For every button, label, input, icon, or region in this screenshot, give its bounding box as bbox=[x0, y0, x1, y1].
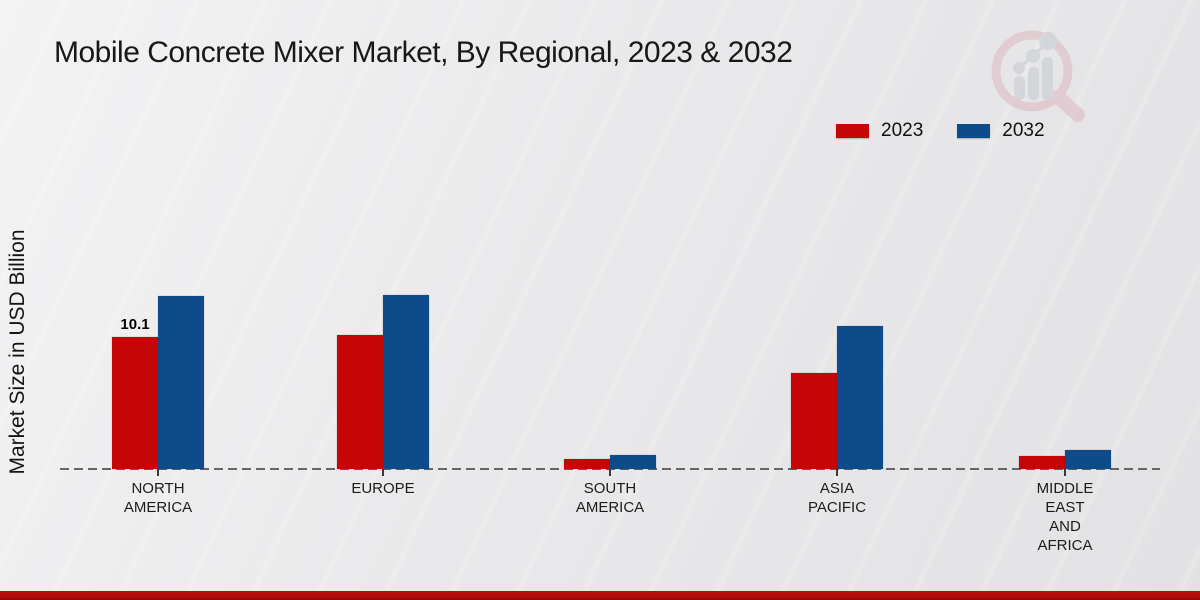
x-axis-tick bbox=[836, 469, 838, 476]
x-axis-tick bbox=[382, 469, 384, 476]
magnifier-bar-chart-logo-icon bbox=[991, 30, 1085, 122]
footer-accent-bar bbox=[0, 591, 1200, 600]
bar-2032-south-america bbox=[610, 455, 656, 469]
bar-2023-middle-east-and-africa bbox=[1019, 456, 1065, 469]
category-label-north-america: NORTH AMERICA bbox=[123, 480, 193, 516]
x-axis-tick bbox=[609, 469, 611, 476]
bar-2023-asia-pacific bbox=[791, 373, 837, 469]
legend-label: 2032 bbox=[1002, 120, 1045, 141]
category-label-middle-east-and-africa: MIDDLE EAST AND AFRICA bbox=[1036, 480, 1094, 554]
legend-item-2023: 2023 bbox=[836, 120, 923, 142]
x-axis-tick bbox=[157, 469, 159, 476]
bar-2023-europe bbox=[337, 335, 383, 469]
category-label-south-america: SOUTH AMERICA bbox=[575, 480, 645, 516]
bar-2032-asia-pacific bbox=[837, 326, 883, 469]
category-label-europe: EUROPE bbox=[351, 480, 415, 497]
legend-swatch-icon bbox=[957, 124, 991, 138]
bar-2032-middle-east-and-africa bbox=[1065, 450, 1111, 469]
legend-item-2032: 2032 bbox=[957, 120, 1045, 142]
bar-2032-north-america bbox=[158, 296, 204, 469]
chart-title: Mobile Concrete Mixer Market, By Regiona… bbox=[54, 36, 793, 69]
x-axis-tick bbox=[1064, 469, 1066, 476]
data-label-2023-north-america: 10.1 bbox=[120, 316, 150, 333]
legend-label: 2023 bbox=[881, 120, 924, 141]
bar-2023-south-america bbox=[564, 459, 610, 469]
category-label-asia-pacific: ASIA PACIFIC bbox=[807, 480, 867, 516]
bar-2023-north-america bbox=[112, 337, 158, 469]
bar-2032-europe bbox=[383, 295, 429, 469]
legend-swatch-icon bbox=[836, 124, 869, 138]
legend: 2023 2032 bbox=[836, 120, 1045, 142]
